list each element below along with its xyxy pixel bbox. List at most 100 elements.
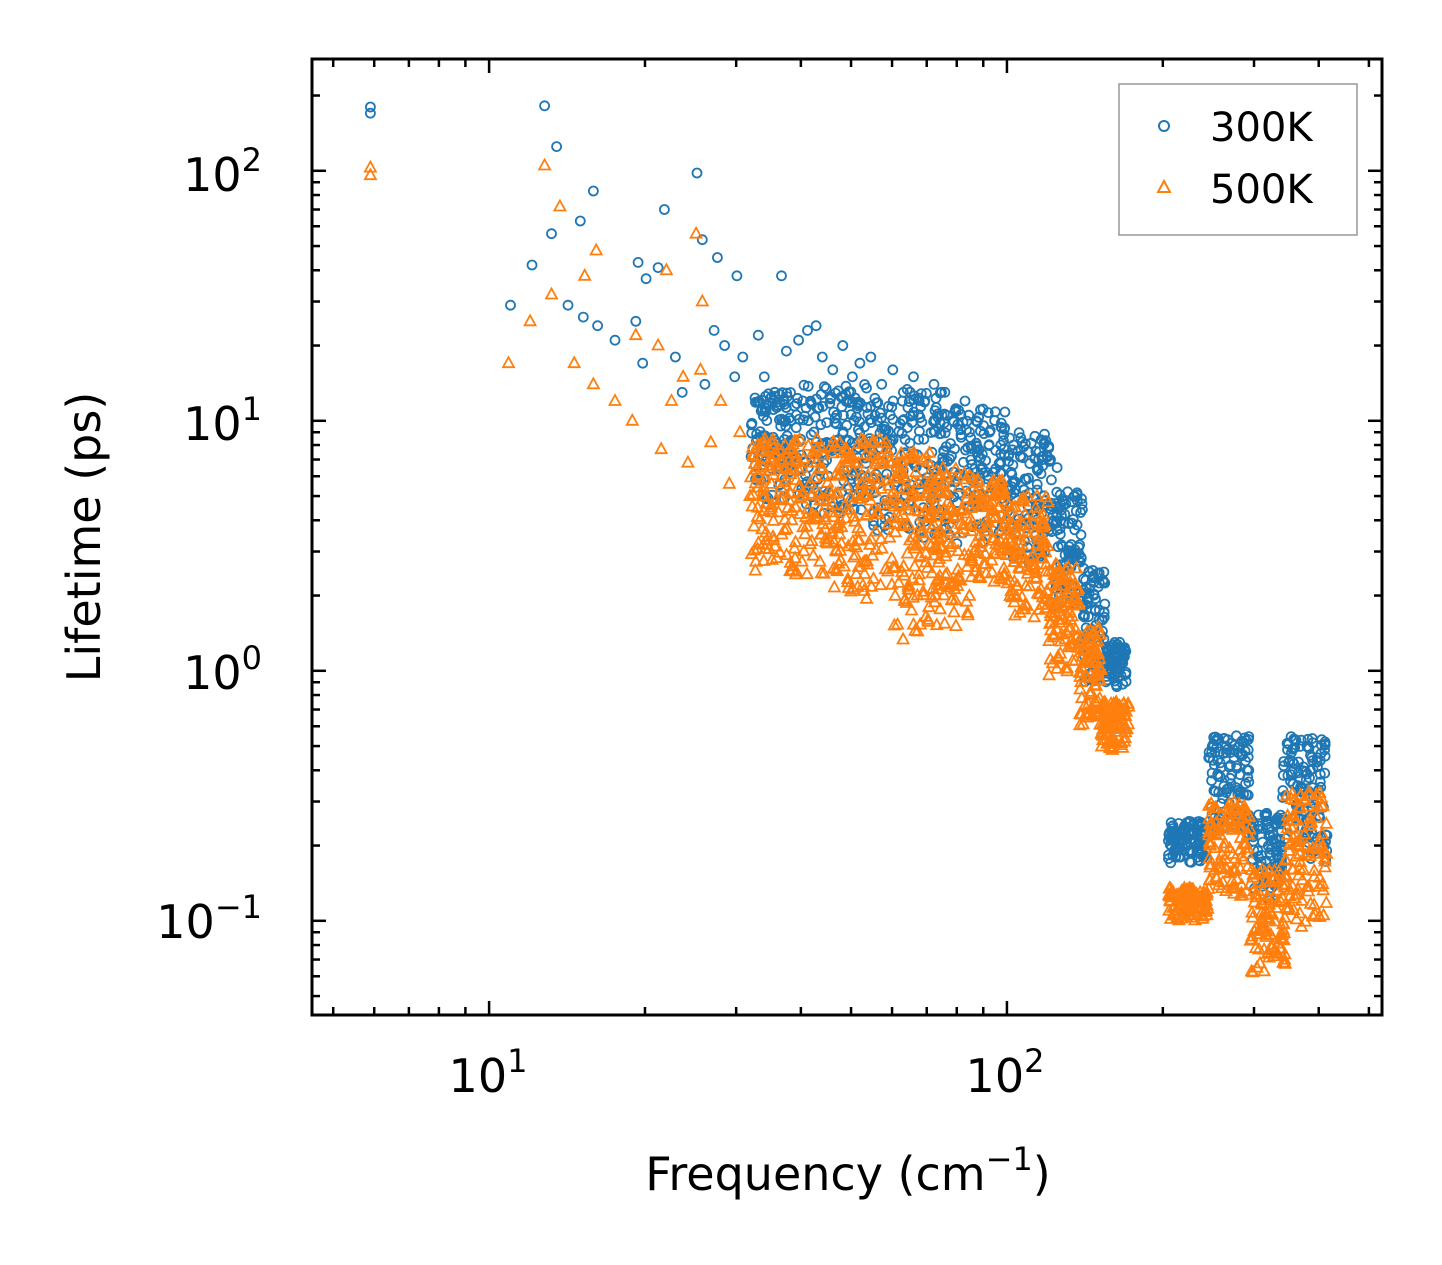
data-point-300k-1194	[1208, 785, 1220, 796]
data-point-300k-569	[995, 456, 1007, 468]
data-point-500k-397	[924, 565, 940, 579]
data-point-500k-997	[1100, 716, 1116, 730]
data-point-300k-1472	[1114, 636, 1125, 648]
data-point-500k-61	[794, 553, 809, 567]
data-point-500k-113	[743, 469, 758, 483]
data-point-500k-540	[960, 485, 975, 499]
data-point-500k-1406	[1316, 882, 1331, 896]
data-point-500k-1377	[1286, 902, 1301, 915]
data-point-500k-157	[756, 483, 771, 497]
data-point-500k-302	[830, 520, 845, 534]
legend-marker-500k	[1156, 178, 1172, 193]
data-point-500k-633	[973, 534, 988, 548]
data-point-500k-1429	[1285, 862, 1301, 875]
data-point-500k-1446	[1315, 839, 1330, 852]
data-point-500k-1394	[1301, 878, 1316, 892]
data-point-500k-1358	[1302, 787, 1317, 801]
data-point-500k-919	[1093, 660, 1108, 673]
data-point-500k-170	[755, 521, 770, 535]
data-point-500k-385	[910, 474, 925, 488]
data-point-500k-399	[908, 464, 923, 478]
data-point-500k-698	[1037, 516, 1052, 530]
data-point-500k-420	[906, 448, 921, 462]
data-point-500k-520	[958, 471, 974, 485]
data-point-500k-1447	[1292, 846, 1307, 860]
data-point-500k-831	[1049, 661, 1064, 674]
data-point-300k-1190	[1211, 742, 1223, 753]
data-point-500k-434	[916, 583, 931, 597]
data-point-500k-526	[928, 497, 943, 511]
plot-frame	[310, 57, 1384, 1017]
data-point-500k-661	[1014, 492, 1029, 506]
data-point-300k-803	[1066, 517, 1078, 529]
data-point-300k-207	[829, 417, 841, 429]
data-point-300k-1441	[769, 386, 781, 398]
data-point-500k-707	[1027, 525, 1042, 538]
data-point-300k-721	[1032, 465, 1043, 476]
data-point-300k-290	[831, 409, 843, 421]
data-point-500k-147	[766, 512, 781, 526]
data-point-500k-533	[932, 551, 947, 564]
data-point-500k-574	[985, 564, 1000, 578]
data-point-300k-489	[995, 417, 1007, 429]
data-point-500k-425	[894, 497, 909, 511]
data-point-500k-138	[795, 484, 810, 498]
data-point-500k-748	[1034, 550, 1049, 563]
data-point-500k-1469	[628, 327, 643, 341]
data-point-500k-1230	[1203, 859, 1218, 873]
data-point-500k-1238	[1234, 848, 1249, 862]
data-point-500k-1504	[1023, 551, 1038, 564]
data-point-500k-1015	[1109, 696, 1124, 710]
data-point-500k-424	[891, 509, 906, 523]
data-point-500k-439	[926, 516, 941, 530]
data-point-500k-1503	[1008, 509, 1023, 523]
data-point-500k-817	[1046, 629, 1061, 643]
data-point-300k-1149	[1231, 763, 1243, 774]
data-point-500k-1367	[1319, 815, 1334, 829]
x-tick-label-10: 101	[449, 1042, 528, 1103]
data-point-300k-1377	[1305, 749, 1316, 761]
data-point-500k-296	[880, 472, 895, 486]
data-point-500k-396	[897, 567, 912, 581]
data-point-500k-1491	[863, 492, 878, 506]
data-point-500k-1318	[1271, 864, 1286, 877]
data-point-500k-261	[831, 467, 846, 481]
data-point-500k-749	[1012, 604, 1027, 618]
data-point-300k-884	[1089, 605, 1101, 617]
data-point-500k-1506	[1050, 593, 1065, 606]
data-point-300k-791	[1066, 496, 1077, 508]
legend-label-500k: 500K	[1210, 167, 1314, 213]
data-point-500k-341	[888, 587, 903, 601]
data-point-300k-775	[1049, 498, 1061, 509]
data-point-500k-1466	[586, 376, 601, 390]
legend-box	[1118, 83, 1358, 236]
data-point-500k-199	[845, 463, 860, 477]
data-point-300k-432	[869, 410, 881, 421]
data-point-300k-1368	[1282, 744, 1293, 756]
data-point-500k-429	[915, 452, 930, 465]
data-point-300k-1406	[1304, 772, 1315, 784]
data-point-500k-741	[1014, 589, 1030, 603]
data-point-500k-171	[764, 476, 779, 489]
data-point-500k-572	[988, 487, 1003, 500]
data-point-500k-1465	[567, 355, 582, 369]
data-point-300k-1424	[776, 270, 787, 282]
data-point-500k-321	[866, 434, 881, 447]
data-point-500k-1391	[1282, 900, 1297, 913]
data-point-300k-1458	[939, 386, 951, 398]
data-point-300k-967	[1107, 654, 1118, 666]
data-point-500k-1479	[732, 424, 747, 438]
data-point-500k-1453	[363, 159, 378, 173]
data-point-300k-304	[881, 468, 893, 480]
data-point-500k-1450	[1294, 892, 1309, 906]
data-point-500k-1494	[897, 593, 912, 606]
data-point-500k-1011	[1104, 728, 1119, 742]
data-point-300k-434	[913, 392, 924, 404]
data-point-500k-1481	[753, 437, 768, 450]
data-point-300k-1439	[752, 329, 764, 341]
data-point-500k-162	[811, 485, 827, 499]
data-point-500k-381	[895, 453, 910, 466]
data-point-500k-135	[756, 536, 771, 550]
data-point-500k-1381	[1293, 800, 1308, 814]
